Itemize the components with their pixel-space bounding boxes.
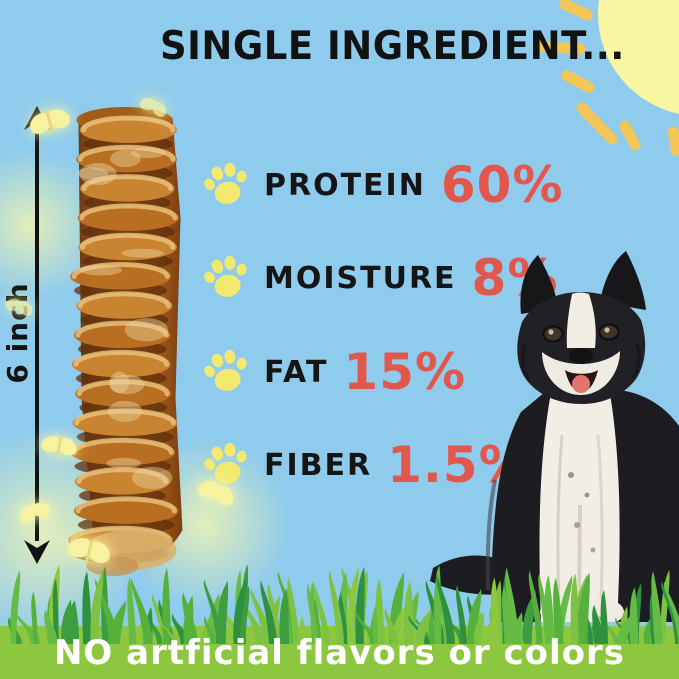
butterfly-icon: [198, 481, 234, 506]
butterfly-icon: [5, 298, 33, 316]
nutrient-label: PROTEIN: [264, 167, 426, 203]
sun-ray-icon: [574, 100, 620, 147]
sun-ray-icon: [557, 0, 595, 23]
measure-line: [35, 129, 39, 541]
paw-icon: [204, 162, 247, 204]
nutrient-label: FAT: [264, 354, 329, 390]
nutrient-value: 15%: [343, 343, 467, 401]
grass-illustration: [0, 564, 679, 644]
butterfly-icon: [30, 109, 71, 134]
butterfly-icon: [41, 435, 77, 457]
nutrient-value: 60%: [440, 156, 564, 214]
sun-ray-icon: [559, 68, 597, 95]
banner-text: NO artficial flavors or colors: [53, 633, 626, 673]
trachea-chew-photo: [68, 107, 183, 576]
page-title: SINGLE INGREDIENT...: [160, 22, 625, 69]
paw-icon: [204, 442, 247, 484]
paw-icon: [204, 255, 247, 297]
butterfly-icon: [67, 538, 110, 564]
sun-ray-icon: [617, 118, 643, 153]
paw-icon: [204, 349, 247, 391]
butterfly-icon: [19, 502, 51, 523]
nutrient-label: MOISTURE: [264, 260, 457, 296]
nutrient-label: FIBER: [264, 447, 373, 483]
border-collie-illustration: [430, 251, 679, 622]
butterfly-icon: [139, 98, 167, 117]
nutrition-row-protein: PROTEIN 60%: [203, 156, 564, 214]
nutrition-row-fat: FAT 15%: [203, 343, 466, 401]
measure-arrow-icon: [24, 540, 50, 564]
measure-label: 6 inch: [1, 282, 34, 384]
sun-ray-icon: [666, 125, 679, 158]
